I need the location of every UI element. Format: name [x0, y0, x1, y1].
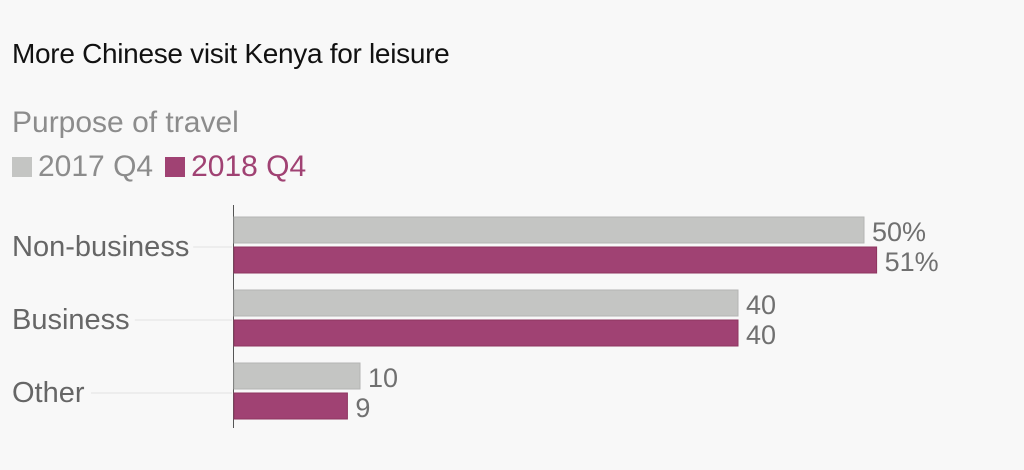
category-label-business: Business — [12, 304, 130, 336]
legend-swatch-2018 — [165, 157, 186, 177]
category-label-other: Other — [12, 377, 85, 409]
bar-2018-non-business — [233, 246, 878, 274]
data-label-2018: 40 — [746, 320, 776, 350]
legend-swatch-2017 — [12, 157, 32, 177]
legend-label-2017: 2017 Q4 — [38, 150, 154, 183]
chart-subtitle: Purpose of travel — [12, 106, 239, 139]
bar-2018-other — [233, 392, 348, 420]
legend-item-2017: 2017 Q4 — [12, 150, 153, 184]
legend: 2017 Q4 2018 Q4 — [12, 150, 318, 184]
bar-2017-other — [233, 362, 361, 390]
chart-title: More Chinese visit Kenya for leisure — [12, 38, 450, 69]
bar-2017-non-business — [233, 216, 865, 244]
data-label-2017: 10 — [368, 363, 398, 393]
bar-2017-business — [233, 289, 739, 317]
data-label-2018: 51% — [885, 247, 939, 277]
data-label-2017: 50% — [872, 217, 926, 247]
legend-label-2018: 2018 Q4 — [191, 150, 307, 183]
data-label-2018: 9 — [355, 393, 370, 423]
data-label-2017: 40 — [746, 290, 776, 320]
category-label-non-business: Non-business — [12, 231, 189, 263]
legend-item-2018: 2018 Q4 — [165, 150, 306, 184]
bar-2018-business — [233, 319, 739, 347]
